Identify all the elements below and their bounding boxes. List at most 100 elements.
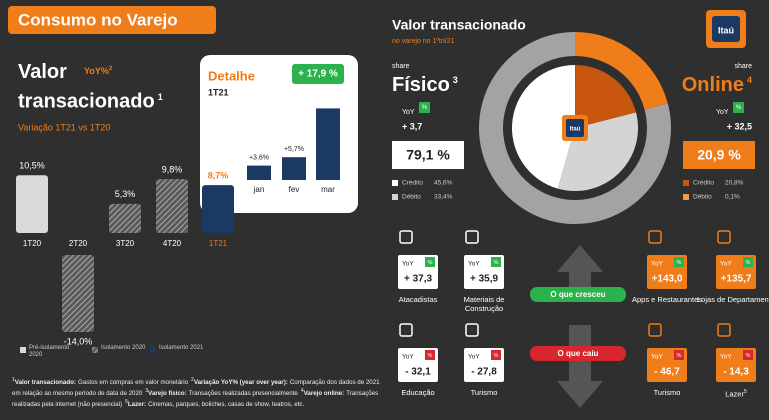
footnote-mark: 4: [300, 388, 304, 395]
channel-name: Online 4: [682, 74, 752, 97]
pill-grew-text: O que cresceu: [550, 290, 605, 299]
footnote-mark: 2: [191, 377, 194, 383]
footnote-text: Transações realizadas pela internet (não…: [12, 390, 379, 409]
footnote-term: Varejo físico:: [148, 390, 187, 398]
legend-label: Crédito: [693, 180, 714, 187]
legend-label: Isolamento 2021: [159, 345, 204, 351]
sector-badge: [743, 257, 753, 267]
header-box: [8, 6, 216, 34]
sector-yoy-label: YoY: [720, 261, 732, 268]
yoy-label: YoY: [716, 109, 729, 116]
sector-name: Educação: [378, 388, 458, 397]
sector-badge: [743, 350, 753, 360]
sector-name: Turismo: [444, 388, 524, 397]
footnotes: 1Valor transacionado: Gastos em compras e…: [12, 376, 384, 409]
pie-segment: [575, 64, 576, 128]
footnote-term: Lazer:: [127, 401, 147, 409]
yoy-unit: %: [422, 105, 428, 111]
value-label: +3,6%: [249, 154, 269, 161]
bar: [282, 157, 306, 180]
sector-note: 5: [743, 389, 747, 395]
yoy-value: + 3,7: [402, 121, 422, 131]
sector-name-text: Lojas de Departamento: [697, 295, 769, 304]
sector-yoy-unit: %: [746, 260, 751, 266]
legend-label: Débito: [693, 194, 712, 201]
sector-badge: [491, 350, 501, 360]
sector-name-text: Apps e Restaurantes: [631, 295, 703, 304]
logo-inner: [712, 16, 740, 42]
sector-yoy-value: +135,7: [721, 274, 752, 285]
bar: [109, 203, 141, 233]
sector-yoy-label: YoY: [651, 354, 663, 361]
sector-icon: [717, 323, 731, 337]
sector-icon: [648, 230, 662, 244]
value-label: 9,8%: [162, 164, 183, 174]
sector-yoy-label: YoY: [651, 261, 663, 268]
bar: [16, 175, 48, 233]
footnote-mark: 1: [12, 377, 15, 383]
sector-name-text: Atacadistas: [398, 295, 438, 304]
legend-label: Isolamento 2020: [101, 345, 146, 351]
detail-title: Detalhe: [208, 68, 255, 83]
sector-name: Lazer5: [696, 388, 769, 399]
sector-name: Lojas de Departamento: [696, 295, 769, 304]
sector-yoy-unit: %: [677, 260, 682, 266]
share-box: [392, 141, 464, 169]
x-tick-label: 3T20: [116, 239, 135, 248]
title-text: Valor transacionado: [18, 61, 155, 113]
unit-label: YoY%2: [84, 66, 112, 76]
chart-title: Valor transacionado 1: [18, 60, 183, 115]
footnote-mark: 3: [145, 388, 149, 395]
unit-text: YoY%: [84, 66, 109, 76]
arrow-up: [557, 245, 603, 300]
footnote-mark: 5: [125, 399, 128, 406]
sector-name-text: Turismo: [653, 388, 681, 397]
sector-yoy-label: YoY: [468, 354, 480, 361]
yoy-unit: %: [736, 105, 742, 111]
header-title: Consumo no Varejo: [18, 10, 178, 29]
legend-label: Pré-isolamento 2020: [29, 345, 70, 358]
legend-value: 45,6%: [434, 180, 453, 187]
value-label: 8,7%: [208, 171, 229, 181]
x-tick-label: mar: [321, 185, 335, 194]
arrow-down: [557, 325, 603, 408]
legend-swatch: [392, 180, 398, 186]
sector-badge: [491, 257, 501, 267]
legend-swatch: [92, 347, 98, 353]
channel-note: 3: [452, 75, 458, 86]
footnote-term: Valor transacionado:: [14, 379, 76, 387]
sector-yoy-value: - 14,3: [723, 367, 749, 378]
yoy-badge: [419, 102, 430, 113]
value-label: 5,3%: [115, 189, 136, 199]
footnote-term: Varejo online:: [303, 390, 345, 398]
sector-badge: [674, 257, 684, 267]
center-logo-text: Itaú: [570, 127, 581, 133]
sector-badge: [425, 350, 435, 360]
footnote-text: Transações realizadas presencialmente: [188, 390, 298, 398]
sector-name-text: Educação: [401, 388, 435, 397]
sector-badge: [674, 350, 684, 360]
donut-segment: [575, 32, 668, 110]
legend-value: 33,4%: [434, 194, 453, 201]
value-label: +5,7%: [284, 146, 304, 153]
donut-title: Valor transacionado: [392, 17, 526, 33]
sector-icon: [399, 230, 413, 244]
channel-note: 4: [746, 75, 752, 86]
share-value: 20,9 %: [697, 147, 741, 163]
sector-yoy-label: YoY: [720, 354, 732, 361]
sector-yoy-unit: %: [428, 353, 433, 359]
sector-yoy-unit: %: [494, 353, 499, 359]
sector-yoy-value: +143,0: [652, 274, 683, 285]
sector-yoy-value: - 27,8: [471, 367, 497, 378]
sector-name-text: Materiais de Construção: [463, 295, 505, 313]
channel-name: Físico 3: [392, 74, 458, 97]
x-tick-label: fev: [289, 185, 300, 194]
center-logo-inner: [566, 119, 584, 137]
sector-yoy-label: YoY: [402, 354, 414, 361]
sector-yoy-unit: %: [494, 260, 499, 266]
x-tick-label: 1T21: [209, 239, 228, 248]
legend-swatch: [683, 194, 689, 200]
sector-name: Atacadistas: [378, 295, 458, 304]
sector-icon: [465, 323, 479, 337]
